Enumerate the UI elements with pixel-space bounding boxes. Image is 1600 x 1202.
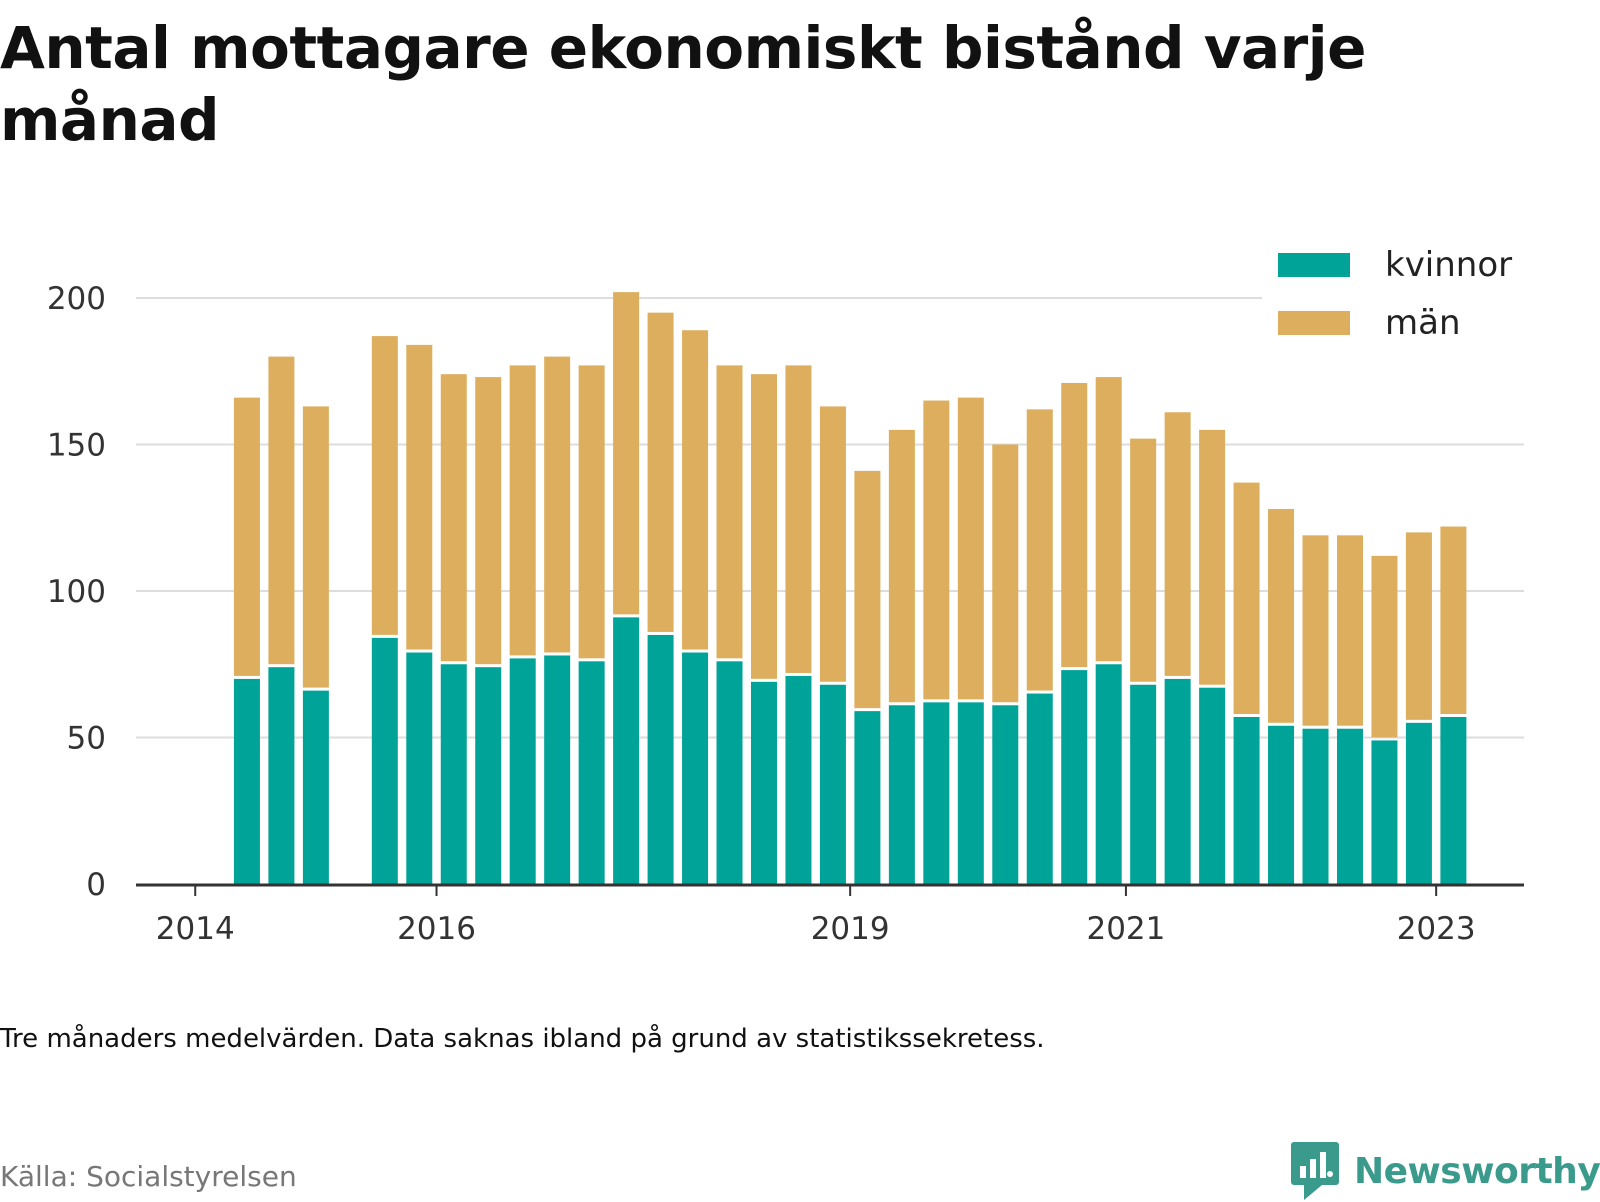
bar-kvinnor: [509, 658, 536, 884]
bars: [233, 292, 1467, 884]
bar-man: [1164, 412, 1191, 676]
bar-kvinnor: [406, 652, 433, 884]
x-tick-label: 2023: [1397, 911, 1476, 947]
y-tick-label: 100: [47, 574, 106, 610]
axes: 0 50 100 150 200 2014 2016 2019 2021 2023: [47, 281, 1524, 947]
bar-man: [1336, 535, 1363, 726]
bar-man: [647, 312, 674, 632]
bar-man: [475, 377, 502, 665]
chart-title: Antal mottagare ekonomiskt bistånd varje…: [0, 14, 1367, 154]
bar-man: [1061, 382, 1088, 668]
x-tick-label: 2019: [811, 911, 890, 947]
bar-kvinnor: [1130, 684, 1157, 884]
bar-man: [1199, 429, 1226, 685]
brand-name: Newsworthy: [1354, 1150, 1600, 1192]
bar-kvinnor: [854, 711, 881, 884]
bar-man: [992, 444, 1019, 703]
bar-kvinnor: [1440, 716, 1467, 884]
bar-man: [682, 330, 709, 650]
source-label: Källa: Socialstyrelsen: [0, 1160, 297, 1193]
bar-kvinnor: [302, 690, 329, 884]
bar-kvinnor: [440, 664, 467, 884]
bar-man: [1026, 409, 1053, 691]
bar-kvinnor: [957, 702, 984, 884]
newsworthy-icon: [1291, 1142, 1339, 1200]
bar-man: [819, 406, 846, 682]
bar-man: [1130, 438, 1157, 682]
legend: kvinnor män: [1262, 230, 1532, 350]
bar-man: [578, 365, 605, 659]
x-tick-label: 2016: [397, 911, 476, 947]
bar-man: [888, 429, 915, 703]
bar-man: [1268, 508, 1295, 723]
bar-kvinnor: [785, 675, 812, 884]
bar-man: [406, 344, 433, 650]
bar-man: [440, 374, 467, 662]
bar-man: [302, 406, 329, 688]
bar-kvinnor: [750, 681, 777, 884]
x-tick-label: 2014: [156, 911, 235, 947]
bar-kvinnor: [268, 667, 295, 884]
brand-logo: Newsworthy: [1290, 1140, 1600, 1202]
bar-kvinnor: [819, 684, 846, 884]
bar-kvinnor: [1095, 664, 1122, 884]
bar-kvinnor: [578, 661, 605, 884]
x-tick-label: 2021: [1086, 911, 1165, 947]
bar-kvinnor: [647, 634, 674, 884]
bar-man: [268, 356, 295, 665]
chart-note: Tre månaders medelvärden. Data saknas ib…: [0, 1024, 1045, 1054]
bar-kvinnor: [992, 705, 1019, 884]
bar-kvinnor: [1233, 716, 1260, 884]
legend-swatch: [1278, 253, 1350, 277]
legend-label: män: [1385, 303, 1461, 343]
bar-kvinnor: [1268, 725, 1295, 884]
legend-swatch: [1278, 311, 1350, 335]
bar-man: [957, 397, 984, 700]
y-tick-label: 50: [67, 721, 106, 757]
bar-man: [544, 356, 571, 653]
bar-kvinnor: [613, 617, 640, 884]
bar-man: [923, 400, 950, 700]
y-tick-label: 150: [47, 428, 106, 464]
bar-kvinnor: [682, 652, 709, 884]
bar-kvinnor: [371, 637, 398, 884]
bar-kvinnor: [716, 661, 743, 884]
bar-kvinnor: [923, 702, 950, 884]
bar-man: [613, 292, 640, 615]
bar-man: [1371, 555, 1398, 738]
bar-kvinnor: [233, 678, 260, 884]
y-tick-label: 200: [47, 281, 106, 317]
bar-man: [509, 365, 536, 656]
bar-kvinnor: [1302, 728, 1329, 884]
y-tick-label: 0: [86, 867, 106, 903]
bar-kvinnor: [1061, 670, 1088, 884]
bar-man: [1095, 377, 1122, 662]
bar-man: [750, 374, 777, 679]
bar-man: [1440, 526, 1467, 714]
bar-man: [716, 365, 743, 659]
bar-kvinnor: [1164, 678, 1191, 884]
bar-man: [1233, 482, 1260, 714]
bar-kvinnor: [1199, 687, 1226, 884]
bar-man: [1405, 532, 1432, 720]
bar-kvinnor: [1371, 740, 1398, 884]
bar-man: [1302, 535, 1329, 726]
bar-kvinnor: [1405, 722, 1432, 884]
bar-man: [371, 336, 398, 635]
bar-man: [854, 470, 881, 709]
bar-kvinnor: [1026, 693, 1053, 884]
legend-label: kvinnor: [1385, 245, 1512, 285]
chart-svg: 0 50 100 150 200 2014 2016 2019 2021 2023 kvinnor…: [46, 230, 1532, 947]
bar-kvinnor: [475, 667, 502, 884]
bar-man: [233, 397, 260, 676]
bar-kvinnor: [544, 655, 571, 884]
bar-kvinnor: [1336, 728, 1363, 884]
bar-man: [785, 365, 812, 673]
bar-kvinnor: [888, 705, 915, 884]
